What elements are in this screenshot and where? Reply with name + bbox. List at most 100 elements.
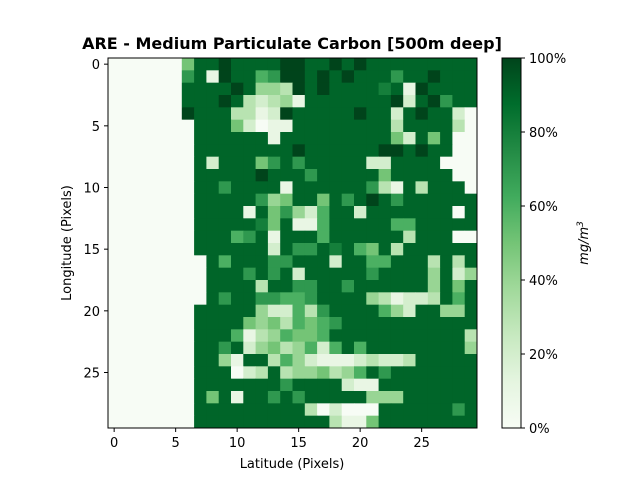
heatmap-cell bbox=[341, 230, 355, 244]
heatmap-cell bbox=[366, 132, 379, 145]
heatmap-cell bbox=[464, 304, 478, 318]
heatmap-cell bbox=[120, 156, 133, 170]
heatmap-cell bbox=[280, 354, 293, 367]
heatmap-cell bbox=[390, 193, 404, 207]
heatmap-cell bbox=[280, 181, 293, 195]
heatmap-cell bbox=[108, 70, 121, 84]
heatmap-cell bbox=[181, 169, 195, 182]
heatmap-cell bbox=[267, 378, 281, 392]
heatmap-cell bbox=[243, 70, 256, 84]
heatmap-cell bbox=[317, 267, 330, 281]
heatmap-cell bbox=[292, 230, 306, 244]
heatmap-cell bbox=[366, 119, 379, 133]
heatmap-cell bbox=[218, 354, 232, 367]
heatmap-cell bbox=[304, 156, 318, 170]
heatmap-cell bbox=[108, 169, 121, 182]
heatmap-cell bbox=[304, 391, 318, 404]
heatmap-cell bbox=[292, 391, 306, 404]
heatmap-cell bbox=[415, 341, 429, 355]
heatmap-cell bbox=[255, 255, 269, 269]
heatmap-cell bbox=[440, 119, 453, 133]
heatmap-cell bbox=[304, 181, 318, 195]
heatmap-cell bbox=[132, 218, 146, 232]
heatmap-cell bbox=[280, 304, 293, 318]
heatmap-cell bbox=[280, 144, 293, 158]
heatmap-cell bbox=[218, 107, 232, 121]
heatmap-cell bbox=[452, 255, 466, 269]
heatmap-cell bbox=[181, 144, 195, 158]
heatmap-cell bbox=[403, 292, 416, 306]
heatmap-cell bbox=[108, 280, 121, 293]
heatmap-cell bbox=[267, 144, 281, 158]
heatmap-cell bbox=[427, 82, 441, 96]
heatmap-cell bbox=[206, 354, 220, 367]
heatmap-cell bbox=[255, 366, 269, 380]
heatmap-cell bbox=[354, 230, 367, 244]
heatmap-cell bbox=[378, 70, 392, 84]
heatmap-cell bbox=[317, 391, 330, 404]
heatmap-cell bbox=[440, 415, 453, 429]
heatmap-cell bbox=[169, 218, 183, 232]
heatmap-cell bbox=[267, 267, 281, 281]
heatmap-cell bbox=[157, 304, 170, 318]
heatmap-cell bbox=[206, 366, 220, 380]
heatmap-cell bbox=[452, 206, 466, 219]
heatmap-cell bbox=[354, 243, 367, 256]
heatmap-cell bbox=[440, 255, 453, 269]
heatmap-cell bbox=[292, 181, 306, 195]
heatmap-cell bbox=[218, 391, 232, 404]
heatmap-cell bbox=[132, 354, 146, 367]
heatmap-cell bbox=[378, 193, 392, 207]
heatmap-cell bbox=[292, 70, 306, 84]
heatmap-cell bbox=[304, 107, 318, 121]
heatmap-cell bbox=[267, 354, 281, 367]
heatmap-cell bbox=[169, 378, 183, 392]
heatmap-cell bbox=[157, 193, 170, 207]
heatmap-cell bbox=[390, 218, 404, 232]
heatmap-cell bbox=[218, 181, 232, 195]
heatmap-cell bbox=[181, 70, 195, 84]
heatmap-cell bbox=[403, 119, 416, 133]
heatmap-cell bbox=[341, 206, 355, 219]
heatmap-cell bbox=[427, 144, 441, 158]
heatmap-cell bbox=[354, 366, 367, 380]
heatmap-cell bbox=[218, 193, 232, 207]
heatmap-cell bbox=[317, 317, 330, 330]
heatmap-cell bbox=[304, 354, 318, 367]
heatmap-cell bbox=[144, 181, 158, 195]
heatmap-cell bbox=[427, 181, 441, 195]
heatmap-cell bbox=[169, 58, 183, 71]
heatmap-cell bbox=[255, 119, 269, 133]
heatmap-cell bbox=[341, 378, 355, 392]
heatmap-cell bbox=[378, 82, 392, 96]
heatmap-cell bbox=[366, 415, 379, 429]
heatmap-cell bbox=[452, 132, 466, 145]
heatmap-cell bbox=[464, 107, 478, 121]
heatmap-cell bbox=[390, 70, 404, 84]
heatmap-cell bbox=[267, 181, 281, 195]
heatmap-cell bbox=[464, 58, 478, 71]
heatmap-cell bbox=[366, 206, 379, 219]
heatmap-cell bbox=[390, 341, 404, 355]
heatmap-cell bbox=[427, 267, 441, 281]
heatmap-cell bbox=[243, 267, 256, 281]
heatmap-cell bbox=[403, 144, 416, 158]
heatmap-cell bbox=[267, 292, 281, 306]
heatmap-cell bbox=[218, 82, 232, 96]
heatmap-cell bbox=[169, 206, 183, 219]
heatmap-cell bbox=[206, 193, 220, 207]
heatmap-cell bbox=[108, 58, 121, 71]
heatmap-cell bbox=[169, 243, 183, 256]
heatmap-cell bbox=[341, 304, 355, 318]
heatmap-cell bbox=[108, 341, 121, 355]
heatmap-cell bbox=[427, 280, 441, 293]
heatmap-cell bbox=[231, 243, 244, 256]
heatmap-cell bbox=[132, 144, 146, 158]
heatmap-cell bbox=[194, 243, 207, 256]
heatmap-cell bbox=[231, 193, 244, 207]
heatmap-cell bbox=[464, 230, 478, 244]
heatmap-cell bbox=[157, 107, 170, 121]
heatmap-cell bbox=[378, 329, 392, 343]
colorbar-tick-label: 20% bbox=[529, 348, 558, 363]
heatmap-cell bbox=[280, 255, 293, 269]
